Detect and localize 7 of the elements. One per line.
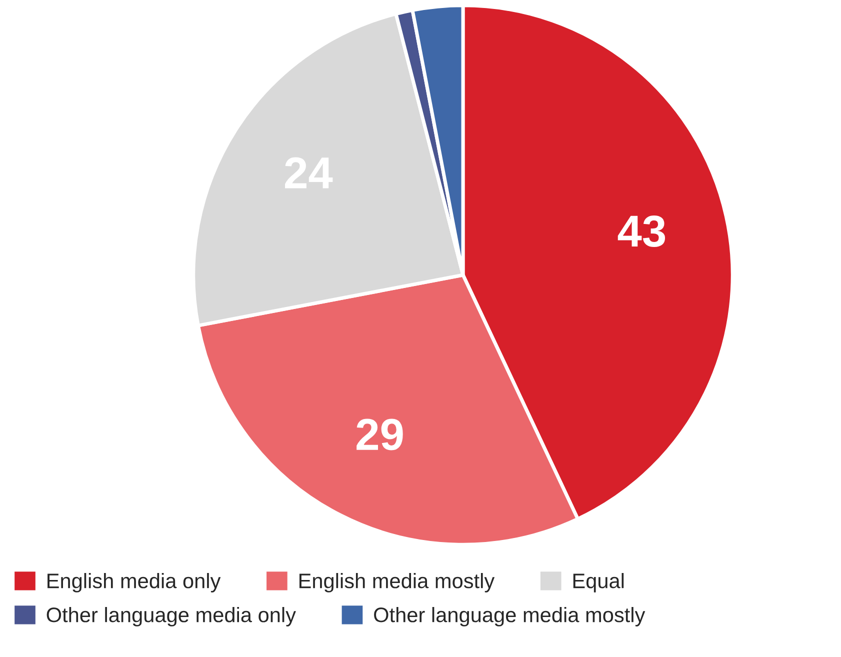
legend-label: English media mostly <box>299 572 495 592</box>
legend-label: Other language media mostly <box>374 606 646 626</box>
legend-label: English media only <box>48 572 221 592</box>
legend-label: Other language media only <box>46 606 296 626</box>
data-label: 29 <box>356 418 403 450</box>
legend-label: Equal <box>573 572 624 592</box>
data-label: 43 <box>618 215 666 247</box>
